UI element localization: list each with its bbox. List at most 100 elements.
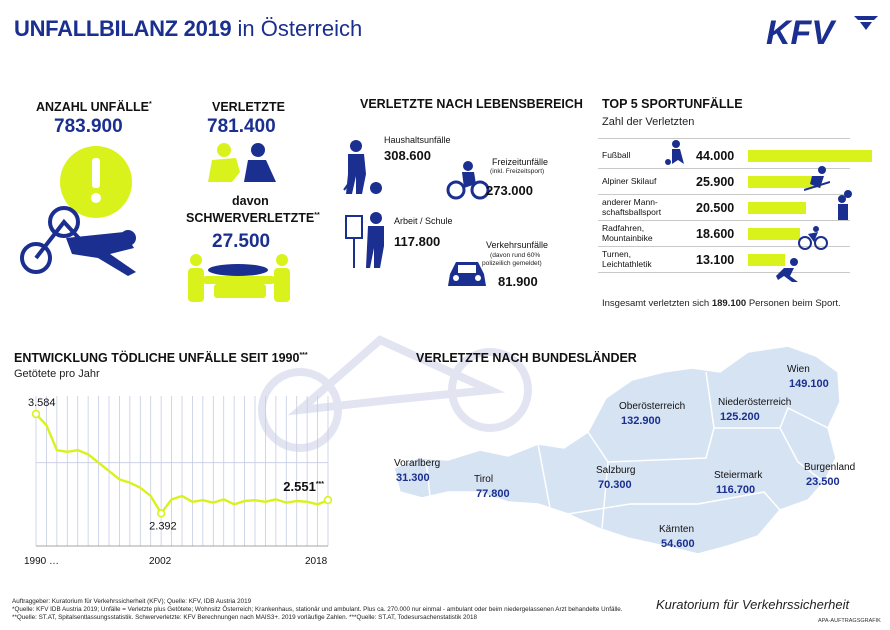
region-name: Burgenland <box>804 462 856 473</box>
sport-table-top <box>598 138 850 139</box>
region-value: 116.700 <box>716 484 756 496</box>
title-bold: UNFALLBILANZ 2019 <box>14 16 232 41</box>
freizeit-value: 273.000 <box>486 183 533 198</box>
sport-row: Fußball 44.000 <box>598 142 872 169</box>
footer-apa: APA-AUFTRAGSGRAFIK <box>818 618 881 624</box>
sport-row-value: 25.900 <box>696 175 735 189</box>
haushalt-label: Haushaltsunfälle <box>384 135 451 145</box>
verletzte-value: 781.400 <box>207 116 276 137</box>
sport-row-label: Turnen, Leichtathletik <box>602 249 652 269</box>
schwerverletzte-value: 27.500 <box>212 231 271 252</box>
bmx-icon <box>446 161 490 200</box>
region-name: Kärnten <box>659 524 695 535</box>
region-name: Wien <box>787 364 810 375</box>
sport-subtitle: Zahl der Verletzten <box>602 116 695 128</box>
arbeit-label: Arbeit / Schule <box>394 216 453 226</box>
region-value: 23.500 <box>806 476 840 488</box>
x-tick-label: 2018 <box>305 556 328 567</box>
bundeslaender-title: VERLETZTE NACH BUNDESLÄNDER <box>416 351 637 365</box>
sport-row: Turnen, Leichtathletik 13.100 <box>598 246 850 273</box>
sport-row-value: 20.500 <box>696 201 735 215</box>
footer-line3: **Quelle: ST.AT, Spitalsentlassungsstati… <box>12 614 477 621</box>
sport-total-value: 189.100 <box>711 298 747 309</box>
data-label: 2.551*** <box>283 479 324 494</box>
freizeit-note: (inkl. Freizeitsport) <box>490 168 545 175</box>
sport-title: TOP 5 SPORTUNFÄLLE <box>602 97 743 111</box>
footer-org: Kuratorium für Verkehrssicherheit <box>656 597 850 612</box>
stretcher-icon <box>188 254 290 302</box>
lebensbereich-title: VERLETZTE NACH LEBENSBEREICH <box>360 97 583 111</box>
highlight-point <box>323 495 333 505</box>
household-icon <box>343 140 382 194</box>
region-name: Niederösterreich <box>718 397 792 408</box>
region-value: 54.600 <box>661 538 695 550</box>
sport-bar <box>748 176 821 188</box>
region-name: Oberösterreich <box>619 401 686 412</box>
verkehr-value: 81.900 <box>498 274 538 289</box>
haushalt-value: 308.600 <box>384 148 431 163</box>
region-name: Salzburg <box>596 465 636 476</box>
verkehr-label: Verkehrsunfälle <box>486 240 549 250</box>
cyclist-icon <box>798 226 828 250</box>
austria-map <box>393 345 841 555</box>
sport-row-label: Alpiner Skilauf <box>602 176 657 186</box>
footer-line1: Auftraggeber: Kuratorium für Verkehrssic… <box>12 598 252 605</box>
schwerverletzte-label: SCHWERVERLETZTE** <box>186 211 320 225</box>
sport-bar <box>748 150 872 162</box>
football-player-icon <box>665 140 684 165</box>
data-label-mark: *** <box>316 481 324 488</box>
region-value: 70.300 <box>598 479 632 491</box>
davon-label: davon <box>232 194 269 208</box>
footer-line2: *Quelle: KFV IDB Austria 2019; Unfälle =… <box>12 606 623 613</box>
page-title: UNFALLBILANZ 2019 in Österreich <box>14 16 362 42</box>
x-tick-label: 2002 <box>149 556 172 567</box>
sport-bar <box>748 228 800 240</box>
verletzte-label: VERLETZTE <box>212 100 285 114</box>
sport-row: anderer Mann-schaftsballsport 20.500 <box>598 194 850 221</box>
work-school-icon <box>345 212 384 268</box>
region-value: 77.800 <box>476 488 510 500</box>
sport-row: Radfahren, Mountainbike 18.600 <box>598 220 850 247</box>
bicycle-watermark-icon <box>258 335 532 452</box>
region-value: 149.100 <box>789 378 829 390</box>
sport-row-label: Fußball <box>602 150 631 160</box>
unfall-illustration <box>20 146 136 276</box>
chart-subtitle: Getötete pro Jahr <box>14 368 100 380</box>
sport-bar <box>748 202 806 214</box>
title-rest: in Österreich <box>237 16 363 41</box>
unfaelle-value: 783.900 <box>54 116 123 137</box>
car-icon <box>448 262 486 286</box>
map-shape <box>393 345 841 555</box>
region-name: Tirol <box>474 474 494 485</box>
x-tick-label: 1990 … <box>24 556 60 567</box>
freizeit-label: Freizeitunfälle <box>492 157 549 167</box>
sport-row-value: 13.100 <box>696 253 735 267</box>
kfv-logo: KFV <box>766 12 878 52</box>
ball-player-icon <box>838 190 852 220</box>
eagle-icon <box>854 16 878 32</box>
sport-row-label: Radfahren, Mountainbike <box>602 223 653 243</box>
sport-row: Alpiner Skilauf 25.900 <box>598 168 850 195</box>
kfv-logo-text: KFV <box>766 14 837 50</box>
sport-row-value: 18.600 <box>696 227 735 241</box>
chart-title: ENTWICKLUNG TÖDLICHE UNFÄLLE SEIT 1990**… <box>14 351 308 365</box>
arbeit-value: 117.800 <box>394 234 441 249</box>
region-name: Steiermark <box>714 470 763 481</box>
data-label: 2.392 <box>149 520 177 532</box>
unfaelle-label: ANZAHL UNFÄLLE* <box>36 100 152 114</box>
runner-icon <box>776 258 798 282</box>
verkehr-note2: polizeilich gemeldet) <box>482 260 542 267</box>
verkehr-note: (davon rund 60% <box>490 252 541 259</box>
data-label: 3.584 <box>28 397 56 409</box>
sport-bar <box>748 254 785 266</box>
highlight-point <box>156 509 166 518</box>
skier-icon <box>804 166 830 191</box>
region-value: 31.300 <box>396 472 430 484</box>
line-chart: 3.584 2.392 2.551*** <box>28 396 333 547</box>
region-name: Vorarlberg <box>394 458 441 469</box>
region-value: 132.900 <box>621 415 661 427</box>
highlight-point <box>31 409 41 419</box>
injured-people-icon <box>208 143 276 182</box>
sport-row-value: 44.000 <box>696 149 735 163</box>
sport-row-label: anderer Mann-schaftsballsport <box>602 197 662 217</box>
